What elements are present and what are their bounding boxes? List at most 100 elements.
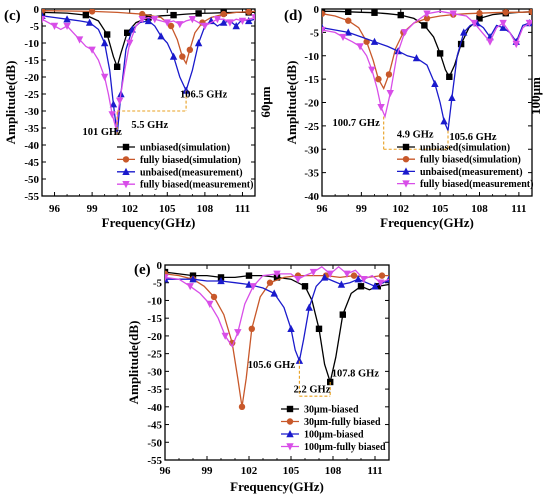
legend-label: fully biased(simulation) xyxy=(420,155,521,166)
data-point xyxy=(360,275,368,284)
data-point xyxy=(170,11,177,19)
x-tick-label: 99 xyxy=(87,203,99,215)
annotation-label: 5.5 GHz xyxy=(131,120,168,131)
data-point xyxy=(470,19,478,28)
legend-marker xyxy=(402,143,410,151)
y-tick-label: -25 xyxy=(147,349,162,361)
data-point xyxy=(320,273,329,281)
data-point xyxy=(144,16,153,25)
data-point xyxy=(124,29,131,36)
data-point xyxy=(386,89,394,98)
series-markers-1 xyxy=(322,9,532,83)
y-tick-label: -50 xyxy=(24,174,39,186)
y-tick-label: -45 xyxy=(147,420,162,432)
chart-panel-1: 96 99 102 105 108 111 0 -5 -10 -15 -20 -25 -30 -35 -40… xyxy=(284,4,543,230)
y-axis-title: Amplitude(dB) xyxy=(126,321,141,405)
data-point xyxy=(182,86,190,94)
data-point xyxy=(113,63,121,70)
data-point xyxy=(476,15,483,22)
y-tick-label: -35 xyxy=(147,384,162,396)
side-label: 60μm xyxy=(258,86,273,117)
data-point xyxy=(460,28,468,36)
legend-label: unbiased(simulation) xyxy=(140,143,230,154)
series-line-1 xyxy=(165,273,389,407)
x-tick-label: 102 xyxy=(241,465,258,477)
data-point xyxy=(486,38,494,46)
data-point xyxy=(176,21,184,29)
legend-marker xyxy=(122,167,130,175)
data-point xyxy=(356,43,364,51)
data-point xyxy=(476,10,483,17)
data-point xyxy=(42,16,46,24)
data-point xyxy=(210,293,218,301)
data-point xyxy=(245,280,253,288)
data-point xyxy=(378,272,386,279)
data-point xyxy=(446,73,453,80)
data-point xyxy=(345,17,352,24)
data-point xyxy=(448,93,456,102)
data-point xyxy=(186,46,194,53)
legend-marker xyxy=(286,430,294,438)
data-point xyxy=(385,71,393,78)
data-point xyxy=(375,75,382,83)
plot-frame xyxy=(41,8,256,197)
data-point xyxy=(42,9,46,14)
data-point xyxy=(337,280,346,288)
data-point xyxy=(449,10,457,18)
legend-marker xyxy=(286,405,294,413)
data-point xyxy=(370,37,379,45)
data-point xyxy=(350,272,358,279)
plot-area xyxy=(322,9,532,134)
data-point xyxy=(385,275,389,283)
series-markers-1 xyxy=(42,9,252,60)
x-tick-label: 111 xyxy=(367,465,382,477)
x-tick-label: 111 xyxy=(235,203,250,215)
legend-marker xyxy=(122,156,130,163)
x-tick-label: 108 xyxy=(197,203,214,215)
data-point xyxy=(238,403,246,411)
legend-marker xyxy=(122,181,130,189)
data-point xyxy=(82,11,90,19)
y-tick-label: -30 xyxy=(304,144,319,156)
y-tick-label: -20 xyxy=(24,72,39,84)
y-tick-label: -15 xyxy=(147,313,162,325)
data-point xyxy=(189,275,197,283)
data-point xyxy=(322,10,326,17)
data-point xyxy=(165,275,169,283)
side-label: 100μm xyxy=(528,77,543,115)
data-point xyxy=(195,10,202,17)
y-tick-label: -55 xyxy=(147,455,162,467)
data-point xyxy=(436,50,444,57)
legend-label: 30μm-fully biased xyxy=(304,417,381,428)
series-line-3 xyxy=(165,265,389,348)
series-line-0 xyxy=(165,271,389,385)
plot-area xyxy=(165,265,389,411)
chart-panel-2: 96 99 102 105 108 111 0 -5 -10 -15 -20 -25 -30 -35 -40… xyxy=(126,260,390,494)
data-point xyxy=(512,40,520,49)
data-point xyxy=(368,66,376,74)
data-point xyxy=(206,300,214,308)
data-point xyxy=(371,282,379,290)
legend-label: unbiased(simulation) xyxy=(420,143,510,154)
y-tick-label: -10 xyxy=(304,51,319,63)
y-tick-label: -15 xyxy=(304,74,319,86)
y-tick-label: -50 xyxy=(147,437,162,449)
data-point xyxy=(295,356,304,364)
data-point xyxy=(502,9,509,16)
data-point xyxy=(326,270,334,278)
series-markers-3 xyxy=(322,10,532,112)
chart-panel-0: 96 99 102 105 108 111 0 -5 -10 -15 -20 -25 -30 -35 -40… xyxy=(3,4,273,230)
data-point xyxy=(139,10,146,18)
data-point xyxy=(431,79,439,87)
y-tick-label: -20 xyxy=(147,331,162,343)
data-point xyxy=(377,103,385,112)
y-tick-label: -45 xyxy=(24,157,39,169)
data-point xyxy=(100,73,109,81)
data-point xyxy=(179,53,186,60)
data-point xyxy=(219,18,228,26)
legend-label: unbaised(measurement) xyxy=(140,167,243,178)
x-axis-title: Frequency(GHz) xyxy=(102,215,196,230)
series-markers-3 xyxy=(42,14,255,119)
legend-marker xyxy=(286,418,294,425)
x-tick-label: 102 xyxy=(121,203,138,215)
